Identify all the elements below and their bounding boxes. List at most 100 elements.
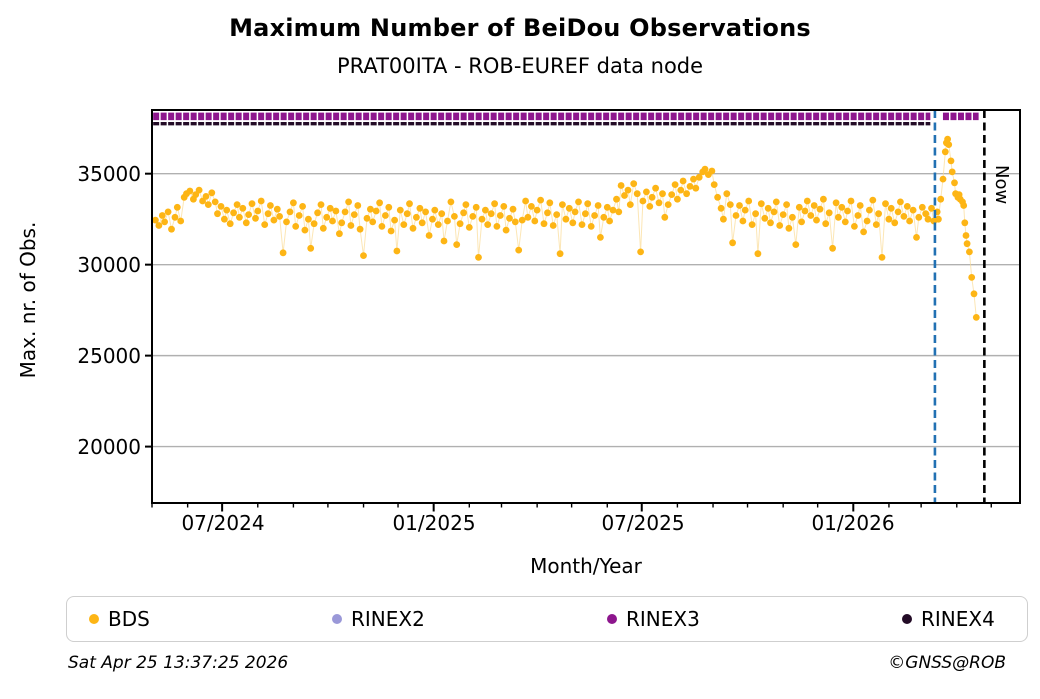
bds-point bbox=[810, 202, 818, 209]
bds-point bbox=[772, 198, 780, 206]
bds-point bbox=[732, 212, 740, 219]
bds-point bbox=[690, 175, 697, 183]
legend-item-rinex4: RINEX4 bbox=[902, 597, 995, 641]
bds-point bbox=[233, 201, 241, 209]
bds-point bbox=[779, 211, 787, 219]
bds-point bbox=[885, 215, 893, 223]
bds-point bbox=[754, 250, 762, 258]
y-tick-label: 25000 bbox=[77, 344, 141, 368]
bds-point bbox=[661, 213, 669, 221]
bds-point bbox=[603, 203, 611, 211]
bds-point bbox=[164, 208, 172, 216]
bds-point bbox=[211, 198, 219, 206]
bds-point bbox=[382, 212, 389, 219]
bds-point bbox=[878, 254, 886, 261]
bds-point bbox=[502, 226, 510, 234]
bds-point bbox=[406, 200, 413, 208]
bds-point bbox=[851, 223, 858, 230]
x-axis-label: Month/Year bbox=[530, 554, 642, 578]
bds-point bbox=[960, 202, 968, 209]
bds-point bbox=[795, 203, 803, 211]
bds-point bbox=[679, 177, 687, 185]
legend-item-rinex2: RINEX2 bbox=[332, 597, 425, 641]
bds-point bbox=[472, 203, 480, 211]
bds-point bbox=[626, 201, 634, 209]
bds-point bbox=[720, 215, 727, 223]
bds-point bbox=[770, 208, 778, 216]
y-tick-label: 35000 bbox=[77, 162, 141, 186]
bds-point bbox=[511, 218, 519, 226]
bds-point bbox=[336, 230, 343, 238]
bds-marker-icon bbox=[89, 614, 99, 624]
bds-point bbox=[518, 216, 526, 224]
bds-point bbox=[866, 206, 873, 214]
bds-point bbox=[276, 213, 283, 220]
bds-point bbox=[217, 203, 225, 210]
bds-point bbox=[860, 228, 867, 236]
bds-point bbox=[822, 220, 830, 228]
bds-point bbox=[283, 218, 290, 226]
bds-point bbox=[270, 216, 278, 224]
bds-point bbox=[664, 201, 672, 209]
x-tick-label: 01/2025 bbox=[392, 511, 476, 535]
bds-point bbox=[621, 192, 628, 199]
bds-point bbox=[506, 214, 513, 222]
bds-point bbox=[872, 221, 880, 229]
bds-point bbox=[451, 213, 458, 220]
bds-point bbox=[496, 212, 504, 219]
bds-point bbox=[299, 203, 306, 210]
bds-point bbox=[776, 222, 784, 229]
bds-point bbox=[692, 184, 700, 192]
bds-point bbox=[569, 219, 577, 227]
bds-point bbox=[161, 218, 169, 226]
bds-point bbox=[208, 189, 216, 197]
bds-point bbox=[803, 197, 811, 205]
bds-point bbox=[372, 207, 380, 215]
bds-point bbox=[376, 199, 383, 207]
bds-point bbox=[204, 201, 212, 209]
bds-point bbox=[493, 223, 501, 230]
y-tick-label: 30000 bbox=[77, 253, 141, 277]
bds-point bbox=[202, 193, 210, 200]
bds-point bbox=[540, 220, 548, 228]
bds-point bbox=[659, 190, 666, 198]
bds-point bbox=[409, 224, 417, 232]
bds-point bbox=[487, 210, 495, 218]
bds-point bbox=[456, 220, 464, 228]
bds-point bbox=[937, 195, 945, 203]
rinex2-marker-icon bbox=[332, 614, 342, 624]
bds-point bbox=[314, 209, 321, 217]
bds-point bbox=[230, 209, 238, 217]
bds-point bbox=[350, 211, 358, 219]
bds-point bbox=[478, 215, 486, 223]
bds-point bbox=[403, 210, 411, 218]
bds-point bbox=[341, 208, 349, 216]
bds-point bbox=[418, 219, 426, 227]
bds-point bbox=[295, 212, 303, 219]
bds-point bbox=[894, 208, 902, 216]
bds-point bbox=[630, 180, 638, 188]
bds-point bbox=[158, 212, 166, 219]
bds-point bbox=[360, 252, 367, 259]
bds-point bbox=[236, 213, 243, 221]
bds-point bbox=[646, 203, 654, 210]
bds-point bbox=[556, 250, 564, 258]
now-annotation: Now bbox=[991, 165, 1012, 205]
bds-point bbox=[319, 224, 327, 232]
bds-point bbox=[387, 227, 395, 235]
bds-point bbox=[863, 217, 871, 225]
bds-point bbox=[171, 213, 179, 221]
bds-point bbox=[903, 203, 911, 210]
bds-point bbox=[301, 226, 309, 234]
bds-point bbox=[391, 216, 398, 224]
bds-point bbox=[400, 221, 408, 229]
legend-label: RINEX4 bbox=[921, 607, 995, 631]
bds-point bbox=[562, 215, 570, 223]
bds-point bbox=[906, 217, 913, 225]
bds-point bbox=[332, 207, 340, 215]
bds-point bbox=[393, 247, 401, 255]
bds-point bbox=[173, 203, 181, 211]
bds-point bbox=[968, 274, 976, 281]
bds-point bbox=[966, 248, 973, 256]
